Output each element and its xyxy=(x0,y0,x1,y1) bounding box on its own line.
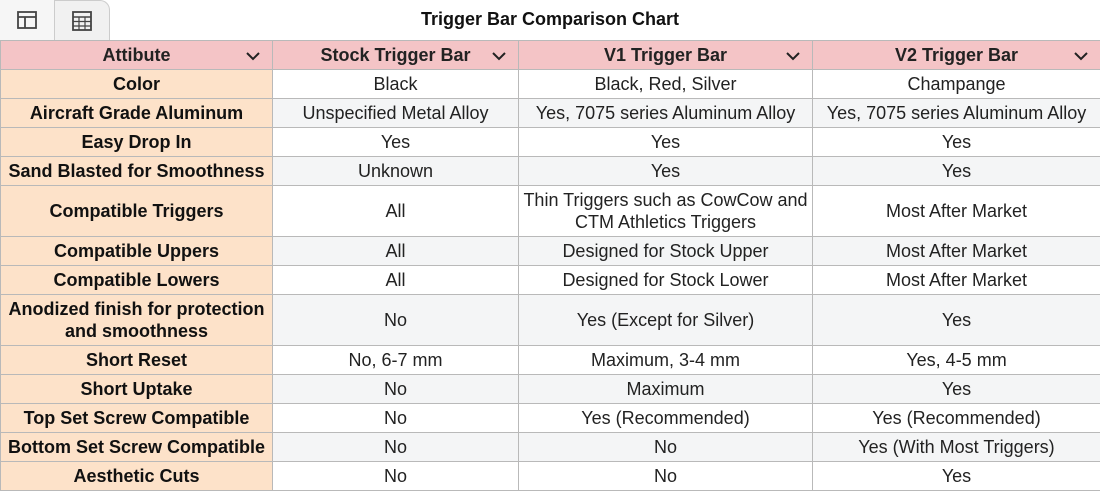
table-row: Color Black Black, Red, Silver Champange xyxy=(0,69,1100,99)
column-header[interactable]: V1 Trigger Bar xyxy=(518,40,813,70)
header-row: Attibute Stock Trigger Bar V1 Trigger Bar V… xyxy=(0,40,1100,70)
dropdown-chevron xyxy=(246,52,260,61)
value-cell: No xyxy=(272,461,519,491)
value-cell: Most After Market xyxy=(812,265,1100,295)
attribute-cell: Short Uptake xyxy=(0,374,273,404)
value-cell: Maximum xyxy=(518,374,813,404)
value-cell: Unspecified Metal Alloy xyxy=(272,98,519,128)
value-cell: Yes (Recommended) xyxy=(518,403,813,433)
value-cell: No, 6-7 mm xyxy=(272,345,519,375)
value-cell: Black xyxy=(272,69,519,99)
value-cell: Most After Market xyxy=(812,185,1100,237)
attribute-cell: Aircraft Grade Aluminum xyxy=(0,98,273,128)
table-row: Compatible Uppers All Designed for Stock U… xyxy=(0,236,1100,266)
comparison-table: Attibute Stock Trigger Bar V1 Trigger Bar V… xyxy=(0,40,1100,491)
value-cell: Yes, 7075 series Aluminum Alloy xyxy=(812,98,1100,128)
table-row: Compatible Lowers All Designed for Stock L… xyxy=(0,265,1100,295)
attribute-cell: Compatible Lowers xyxy=(0,265,273,295)
value-cell: Black, Red, Silver xyxy=(518,69,813,99)
value-cell: No xyxy=(272,403,519,433)
attribute-cell: Top Set Screw Compatible xyxy=(0,403,273,433)
value-cell: Yes xyxy=(518,127,813,157)
value-cell: Champange xyxy=(812,69,1100,99)
table-row: Bottom Set Screw Compatible No No Yes (With… xyxy=(0,432,1100,462)
attribute-cell: Anodized finish for protection and smoot… xyxy=(0,294,273,346)
value-cell: Yes (With Most Triggers) xyxy=(812,432,1100,462)
table-row: Aircraft Grade Aluminum Unspecified Metal… xyxy=(0,98,1100,128)
dropdown-chevron xyxy=(1074,52,1088,61)
value-cell: Maximum, 3-4 mm xyxy=(518,345,813,375)
value-cell: No xyxy=(272,294,519,346)
value-cell: Yes xyxy=(812,127,1100,157)
value-cell: No xyxy=(518,432,813,462)
table-row: Short Uptake No Maximum Yes xyxy=(0,374,1100,404)
attribute-cell: Easy Drop In xyxy=(0,127,273,157)
value-cell: Most After Market xyxy=(812,236,1100,266)
value-cell: No xyxy=(518,461,813,491)
table-row: Short Reset No, 6-7 mm Maximum, 3-4 mm Yes,… xyxy=(0,345,1100,375)
column-header-label: Stock Trigger Bar xyxy=(320,45,471,65)
dropdown-chevron xyxy=(786,52,800,61)
value-cell: Yes xyxy=(518,156,813,186)
value-cell: No xyxy=(272,432,519,462)
table-view-tab[interactable] xyxy=(0,0,54,40)
table-row: Anodized finish for protection and smoot… xyxy=(0,294,1100,346)
table-row: Top Set Screw Compatible No Yes (Recommend… xyxy=(0,403,1100,433)
attribute-cell: Short Reset xyxy=(0,345,273,375)
value-cell: Designed for Stock Lower xyxy=(518,265,813,295)
value-cell: Designed for Stock Upper xyxy=(518,236,813,266)
table-row: Aesthetic Cuts No No Yes xyxy=(0,461,1100,491)
value-cell: Unknown xyxy=(272,156,519,186)
grid-view-tab[interactable] xyxy=(54,0,110,40)
table-row: Compatible Triggers All Thin Triggers such… xyxy=(0,185,1100,237)
attribute-cell: Color xyxy=(0,69,273,99)
attribute-cell: Compatible Uppers xyxy=(0,236,273,266)
table-title: Trigger Bar Comparison Chart xyxy=(420,9,680,29)
value-cell: Yes (Except for Silver) xyxy=(518,294,813,346)
dropdown-chevron xyxy=(492,52,506,61)
column-header-label: V2 Trigger Bar xyxy=(894,45,1019,65)
column-header[interactable]: Attibute xyxy=(0,40,273,70)
value-cell: Yes, 7075 series Aluminum Alloy xyxy=(518,98,813,128)
toolbar: Trigger Bar Comparison Chart xyxy=(0,0,1100,40)
table-row: Sand Blasted for Smoothness Unknown Yes Yes xyxy=(0,156,1100,186)
value-cell: Yes xyxy=(812,461,1100,491)
value-cell: Yes, 4-5 mm xyxy=(812,345,1100,375)
value-cell: Yes xyxy=(812,156,1100,186)
grid-icon xyxy=(72,10,92,31)
table-icon xyxy=(17,11,37,29)
value-cell: Yes (Recommended) xyxy=(812,403,1100,433)
column-header[interactable]: Stock Trigger Bar xyxy=(272,40,519,70)
value-cell: All xyxy=(272,236,519,266)
attribute-cell: Sand Blasted for Smoothness xyxy=(0,156,273,186)
attribute-cell: Aesthetic Cuts xyxy=(0,461,273,491)
value-cell: Yes xyxy=(272,127,519,157)
attribute-cell: Bottom Set Screw Compatible xyxy=(0,432,273,462)
value-cell: All xyxy=(272,265,519,295)
value-cell: Yes xyxy=(812,374,1100,404)
value-cell: Thin Triggers such as CowCow and CTM Ath… xyxy=(518,185,813,237)
value-cell: All xyxy=(272,185,519,237)
column-header[interactable]: V2 Trigger Bar xyxy=(812,40,1100,70)
value-cell: No xyxy=(272,374,519,404)
column-header-label: V1 Trigger Bar xyxy=(603,45,728,65)
table-row: Easy Drop In Yes Yes Yes xyxy=(0,127,1100,157)
column-header-label: Attibute xyxy=(102,45,171,65)
attribute-cell: Compatible Triggers xyxy=(0,185,273,237)
value-cell: Yes xyxy=(812,294,1100,346)
